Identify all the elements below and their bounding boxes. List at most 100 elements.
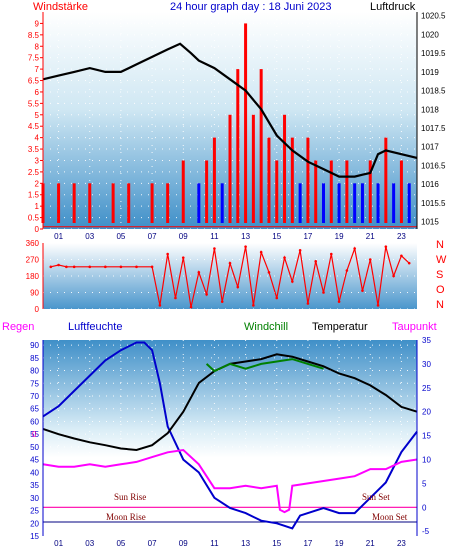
sun-set-label: Sun Set xyxy=(362,492,390,502)
wind-direction-point xyxy=(322,291,325,294)
wind-bar xyxy=(407,183,411,223)
humidity-y-tick-labels: 15 20 25 30 35 40 45 50 55 60 65 70 75 80 85 90 xyxy=(30,341,39,541)
pressure-axis-label: Luftdruck xyxy=(370,1,416,13)
temperature-x-tick-label: 11 xyxy=(210,539,219,548)
compass-label: S xyxy=(436,269,443,281)
temperature-x-tick-label: 21 xyxy=(366,539,375,548)
wind-direction-point xyxy=(376,304,380,307)
wind-y-tick-label: 4 xyxy=(35,134,40,143)
humidity-y-tick-label: 35 xyxy=(30,481,39,490)
wind-bar xyxy=(150,183,154,223)
temperature-y-tick-label: 15 xyxy=(422,432,431,441)
wind-bar xyxy=(259,69,263,224)
wind-bar xyxy=(251,114,255,223)
wind-pressure-panel: 0 0.5 1 1.5 2 2.5 3 3.5 4 4.5 5 5.5 6 6.5 7 7.5 8 8.5 9 10… xyxy=(28,1,446,241)
temperature-x-tick-label: 01 xyxy=(54,539,63,548)
wind-bar xyxy=(127,183,131,223)
wind-direction-point xyxy=(283,256,286,259)
wind-direction-point xyxy=(197,271,201,274)
wind-bar xyxy=(329,160,333,223)
wind-y-tick-label: 3 xyxy=(35,156,40,165)
wind-bar xyxy=(236,69,240,224)
pressure-y-tick-label: 1020 xyxy=(421,30,439,39)
wind-direction-point xyxy=(205,293,208,296)
wind-direction-point xyxy=(400,254,403,258)
wind-x-tick-label: 17 xyxy=(303,232,312,241)
wind-direction-point xyxy=(228,261,232,265)
humidity-line xyxy=(42,341,418,530)
sun-rise-label: Sun Rise xyxy=(114,492,146,502)
wind-direction-point xyxy=(65,265,68,269)
wind-x-tick-label: 15 xyxy=(272,232,281,241)
pressure-y-tick-label: 1015 xyxy=(421,218,439,227)
wind-direction-point xyxy=(236,285,240,289)
wind-y-tick-label: 8.5 xyxy=(28,31,40,40)
wind-direction-point xyxy=(166,252,169,256)
wind-direction-point xyxy=(252,304,255,307)
wind-bar xyxy=(197,183,201,223)
humidity-y-tick-label: 20 xyxy=(30,519,39,528)
humidity-y-tick-label: 70 xyxy=(30,392,39,401)
wind-direction-point xyxy=(49,265,53,269)
humidity-y-tick-label: 85 xyxy=(30,354,39,363)
direction-y-tick-label: 180 xyxy=(26,272,40,281)
humidity-label: Luftfeuchte xyxy=(68,321,122,333)
wind-direction-point xyxy=(407,261,411,265)
wind-y-tick-labels: 0 0.5 1 1.5 2 2.5 3 3.5 4 4.5 5 5.5 6 6.5 7 7.5 8 8.5 9 xyxy=(28,19,43,234)
temperature-y-tick-label: 30 xyxy=(422,360,431,369)
wind-series xyxy=(41,23,417,228)
wind-direction-point xyxy=(135,265,138,269)
wind-direction-point xyxy=(384,245,388,248)
temperature-x-tick-label: 05 xyxy=(116,539,125,548)
wind-direction-point xyxy=(275,296,279,300)
wind-bar xyxy=(368,160,372,223)
pressure-y-tick-label: 1019 xyxy=(421,68,439,77)
wind-bar xyxy=(337,183,341,223)
wind-direction-point xyxy=(368,258,372,261)
temperature-y-tick-label: -5 xyxy=(422,527,430,536)
wind-bar xyxy=(111,183,115,223)
wind-direction-plot-area xyxy=(43,243,417,309)
wind-direction-point xyxy=(88,265,92,269)
temperature-y-tick-label: 35 xyxy=(422,336,431,345)
pressure-y-tick-label: 1017.5 xyxy=(421,124,446,133)
temperature-x-tick-label: 03 xyxy=(85,539,94,548)
wind-y-tick-label: 2.5 xyxy=(28,168,40,177)
wind-x-tick-labels: 01 03 05 07 09 11 13 15 17 19 21 23 xyxy=(54,232,406,241)
temperature-x-tick-label: 15 xyxy=(272,539,281,548)
temperature-x-tick-labels: 01 03 05 07 09 11 13 15 17 19 21 23 xyxy=(54,539,406,548)
wind-y-tick-label: 3.5 xyxy=(28,145,40,154)
moon-set-label: Moon Set xyxy=(372,512,408,522)
wind-bar xyxy=(306,137,310,223)
humidity-y-tick-label: 75 xyxy=(30,379,39,388)
wind-bar xyxy=(283,114,287,223)
wind-direction-point xyxy=(174,296,177,300)
wind-x-tick-label: 07 xyxy=(148,232,157,241)
wind-y-tick-label: 8 xyxy=(35,42,40,51)
direction-y-tick-label: 90 xyxy=(30,289,39,298)
wind-bar xyxy=(384,137,388,223)
wind-direction-point xyxy=(361,289,364,292)
wind-x-tick-label: 21 xyxy=(366,232,375,241)
wind-x-tick-label: 09 xyxy=(179,232,188,241)
wind-x-tick-label: 01 xyxy=(54,232,63,241)
wind-y-tick-label: 2 xyxy=(35,179,40,188)
wind-y-tick-label: 0.5 xyxy=(28,214,40,223)
wind-direction-point xyxy=(329,252,333,256)
wind-direction-point xyxy=(181,256,185,259)
wind-y-tick-label: 6 xyxy=(35,88,40,97)
wind-bar xyxy=(353,183,357,223)
wind-bar xyxy=(322,183,325,223)
wind-direction-point xyxy=(150,265,154,269)
pressure-y-tick-label: 1017 xyxy=(421,143,439,152)
compass-label: N xyxy=(436,299,444,311)
chart-title: 24 hour graph day : 18 Juni 2023 xyxy=(170,1,331,13)
wind-direction-point xyxy=(298,249,302,252)
wind-bar xyxy=(88,183,92,223)
dewpoint-line xyxy=(42,448,418,514)
wind-bar xyxy=(220,183,224,223)
wind-y-tick-label: 5.5 xyxy=(28,99,40,108)
